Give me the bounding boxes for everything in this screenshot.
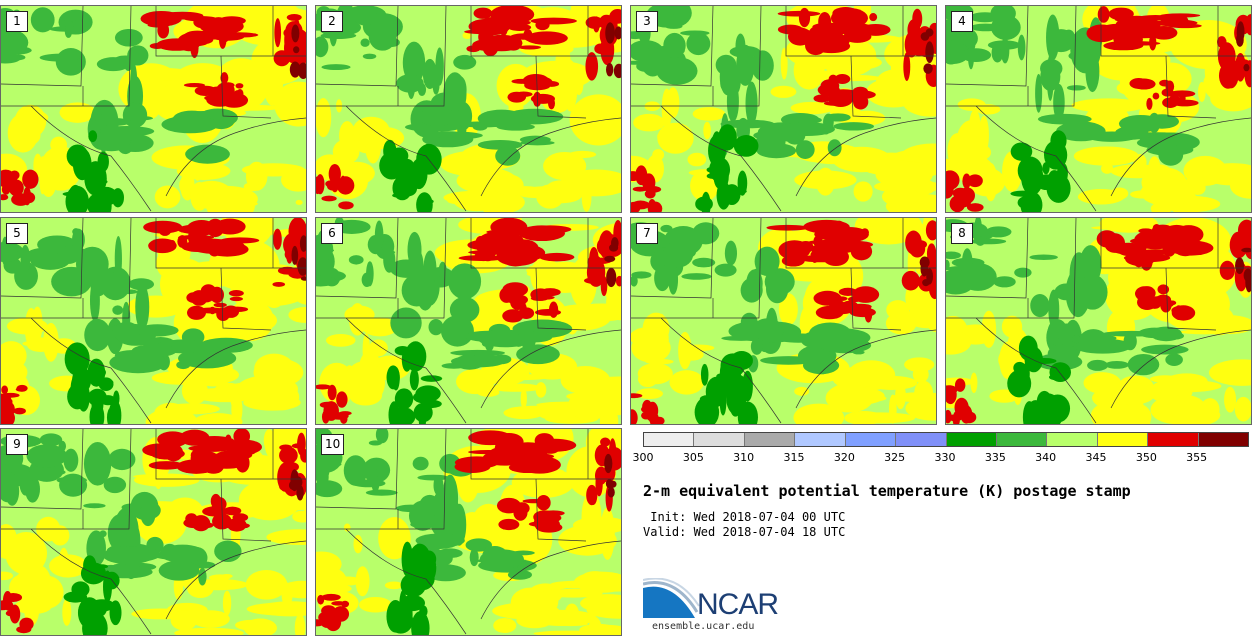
colorbar-tick-label: 340 xyxy=(1035,451,1056,464)
panel-number: 6 xyxy=(321,223,343,244)
map-panel-5: 5 xyxy=(0,217,307,425)
panel-number: 5 xyxy=(6,223,28,244)
panel-number: 8 xyxy=(951,223,973,244)
map-svg xyxy=(631,218,936,424)
colorbar-segment xyxy=(846,433,896,446)
colorbar-segment xyxy=(1047,433,1097,446)
map-svg xyxy=(946,218,1251,424)
colorbar-tick-label: 300 xyxy=(633,451,654,464)
colorbar-segment xyxy=(947,433,997,446)
valid-time: Valid: Wed 2018-07-04 18 UTC xyxy=(643,525,845,539)
panel-number: 3 xyxy=(636,11,658,32)
colorbar-segment xyxy=(997,433,1047,446)
colorbar-segment xyxy=(1098,433,1148,446)
init-time: Init: Wed 2018-07-04 00 UTC xyxy=(643,510,845,524)
colorbar-segment xyxy=(644,433,694,446)
page-title: 2-m equivalent potential temperature (K)… xyxy=(643,482,1131,500)
colorbar-tick-label: 335 xyxy=(985,451,1006,464)
map-panel-3: 3 xyxy=(630,5,937,213)
panel-number: 10 xyxy=(321,434,344,455)
colorbar xyxy=(643,432,1249,447)
map-svg xyxy=(316,6,621,212)
colorbar-segment xyxy=(896,433,946,446)
panel-number: 4 xyxy=(951,11,973,32)
logo-url: ensemble.ucar.edu xyxy=(652,621,754,632)
colorbar-segment xyxy=(795,433,845,446)
colorbar-tick-label: 310 xyxy=(733,451,754,464)
map-panel-6: 6 xyxy=(315,217,622,425)
colorbar-segment xyxy=(745,433,795,446)
map-panel-8: 8 xyxy=(945,217,1252,425)
map-svg xyxy=(946,6,1251,212)
map-panel-10: 10 xyxy=(315,428,622,636)
map-svg xyxy=(1,218,306,424)
panel-number: 2 xyxy=(321,11,343,32)
panel-number: 9 xyxy=(6,434,28,455)
colorbar-tick-label: 350 xyxy=(1136,451,1157,464)
colorbar-segment xyxy=(1148,433,1198,446)
map-panel-2: 2 xyxy=(315,5,622,213)
map-panel-4: 4 xyxy=(945,5,1252,213)
panel-number: 1 xyxy=(6,11,28,32)
map-panel-9: 9 xyxy=(0,428,307,636)
map-svg xyxy=(1,429,306,635)
colorbar-tick-label: 345 xyxy=(1086,451,1107,464)
logo-text: NCAR xyxy=(697,588,778,622)
map-panel-7: 7 xyxy=(630,217,937,425)
panel-number: 7 xyxy=(636,223,658,244)
colorbar-tick-label: 305 xyxy=(683,451,704,464)
map-svg xyxy=(316,429,621,635)
colorbar-segment xyxy=(1199,433,1248,446)
map-svg xyxy=(1,6,306,212)
colorbar-tick-label: 320 xyxy=(834,451,855,464)
map-svg xyxy=(316,218,621,424)
map-svg xyxy=(631,6,936,212)
colorbar-tick-label: 355 xyxy=(1186,451,1207,464)
colorbar-tick-label: 330 xyxy=(935,451,956,464)
colorbar-tick-label: 325 xyxy=(884,451,905,464)
colorbar-segment xyxy=(694,433,744,446)
colorbar-tick-label: 315 xyxy=(784,451,805,464)
map-panel-1: 1 xyxy=(0,5,307,213)
